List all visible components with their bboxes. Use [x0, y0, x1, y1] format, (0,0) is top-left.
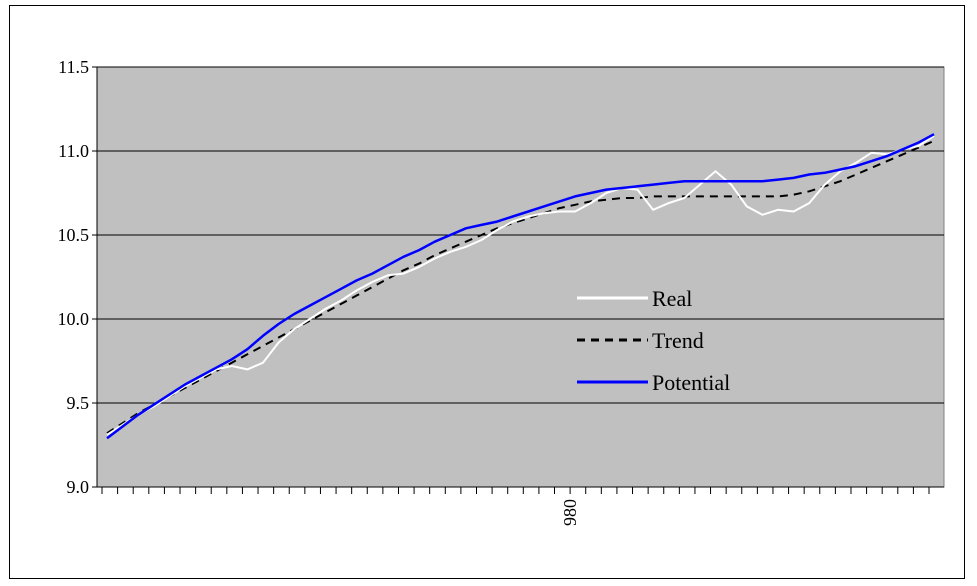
series-line-trend: [106, 139, 935, 435]
y-tick-label: 9.0: [67, 477, 90, 497]
x-tick-label: 980: [560, 499, 580, 526]
series-line-real: [106, 135, 935, 436]
legend-label-potential: Potential: [652, 370, 730, 395]
gridlines: [97, 66, 944, 404]
legend: Real Trend Potential: [577, 286, 730, 395]
x-axis: 980: [97, 486, 944, 526]
series-lines: [106, 133, 935, 440]
y-tick-label: 10.0: [58, 309, 90, 329]
series-line-potential: [106, 133, 935, 440]
y-tick-label: 11.0: [58, 141, 89, 161]
legend-label-real: Real: [652, 286, 692, 311]
y-tick-label: 11.5: [58, 57, 89, 77]
y-tick-label: 10.5: [58, 225, 90, 245]
y-axis: 9.0 9.5 10.0 10.5 11.0 11.5: [58, 57, 98, 497]
legend-label-trend: Trend: [652, 328, 704, 353]
plot-area: [96, 66, 945, 488]
y-tick-label: 9.5: [67, 393, 90, 413]
